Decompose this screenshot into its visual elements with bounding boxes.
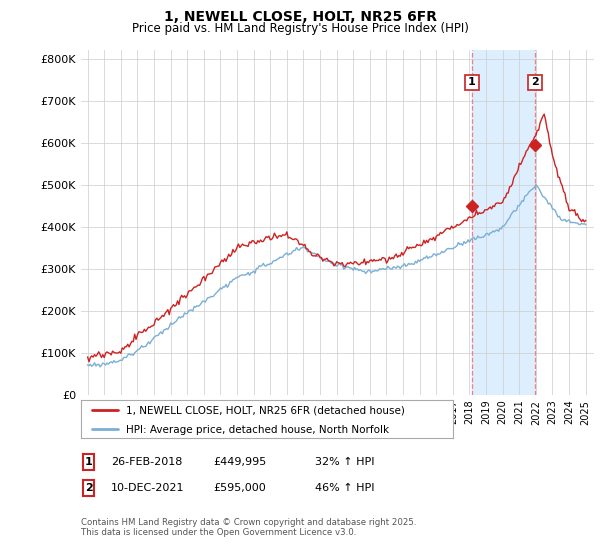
Text: 10-DEC-2021: 10-DEC-2021 <box>111 483 185 493</box>
Text: HPI: Average price, detached house, North Norfolk: HPI: Average price, detached house, Nort… <box>125 424 389 435</box>
Text: Price paid vs. HM Land Registry's House Price Index (HPI): Price paid vs. HM Land Registry's House … <box>131 22 469 35</box>
Text: £449,995: £449,995 <box>213 457 266 467</box>
Text: 1: 1 <box>468 77 476 87</box>
Text: 1: 1 <box>85 457 92 467</box>
Text: Contains HM Land Registry data © Crown copyright and database right 2025.
This d: Contains HM Land Registry data © Crown c… <box>81 518 416 538</box>
Text: 1, NEWELL CLOSE, HOLT, NR25 6FR: 1, NEWELL CLOSE, HOLT, NR25 6FR <box>163 10 437 24</box>
Text: 1, NEWELL CLOSE, HOLT, NR25 6FR (detached house): 1, NEWELL CLOSE, HOLT, NR25 6FR (detache… <box>125 405 404 416</box>
Text: 2: 2 <box>531 77 539 87</box>
Text: 32% ↑ HPI: 32% ↑ HPI <box>315 457 374 467</box>
Bar <box>472 50 535 395</box>
Text: 46% ↑ HPI: 46% ↑ HPI <box>315 483 374 493</box>
Text: £595,000: £595,000 <box>213 483 266 493</box>
Text: 26-FEB-2018: 26-FEB-2018 <box>111 457 182 467</box>
Text: 2: 2 <box>85 483 92 493</box>
